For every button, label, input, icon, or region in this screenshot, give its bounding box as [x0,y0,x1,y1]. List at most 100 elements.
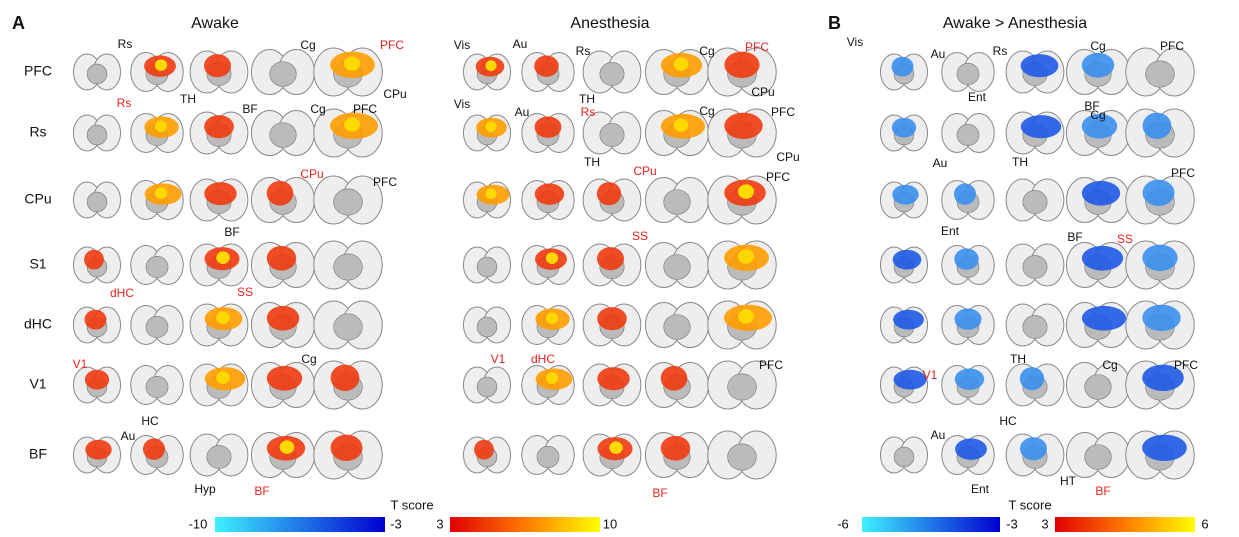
activation [1021,115,1062,138]
brain-slice [942,246,994,285]
slice-core [957,63,979,84]
activation [535,183,564,204]
region-annotation: Rs [581,105,596,119]
region-annotation: Ent [941,224,960,238]
brain-slice [942,366,994,405]
brain-slice [522,114,574,153]
region-annotation: Au [121,429,136,443]
region-annotation: SS [632,229,648,243]
activation [331,435,363,461]
region-annotation: HT [1060,474,1077,488]
brain-slice [583,364,641,406]
brain-slice [708,431,776,479]
brain-slice [314,109,382,157]
activation [85,370,109,390]
brain-slice [314,361,382,409]
activation-peak [486,60,497,71]
slice-core [894,447,914,467]
brain-slice [1066,433,1129,478]
region-annotation: Vis [454,97,470,111]
region-annotation: Au [931,47,946,61]
colorbar-title: T score [1008,497,1051,512]
colorbar-positive [450,517,600,532]
brain-slice [463,247,510,283]
condition-title: Awake [191,15,239,32]
region-annotation: Cg [300,38,315,52]
region-annotation: Vis [847,35,863,49]
brain-slice [880,54,927,90]
region-annotation: PFC [771,105,795,119]
brain-slice [251,433,314,478]
region-annotation: TH [180,92,196,106]
activation [534,55,559,76]
activation [1082,306,1126,331]
brain-slice [314,241,382,289]
brain-slice [1006,304,1064,346]
activation-peak [486,121,497,132]
activation-peak [546,372,558,384]
region-annotation: CPu [300,167,323,181]
slice-core [1085,375,1112,400]
activation [893,250,922,270]
activation-peak [155,187,167,199]
brain-slice [314,301,382,349]
brain-slice [645,433,708,478]
activation [535,116,562,137]
brain-slice [463,307,510,343]
region-annotation: Cg [310,102,325,116]
colorbar-tick: -3 [1006,516,1018,531]
region-annotation: Cg [301,352,316,366]
activation [474,440,494,460]
activation-peak [674,118,689,132]
slice-core [1023,255,1047,278]
brain-slice [583,244,641,286]
brain-slice [1126,176,1194,224]
activation [267,306,299,331]
region-annotation: TH [579,92,595,106]
region-annotation: BF [652,486,667,500]
brain-slice [583,304,641,346]
region-annotation: Cg [1102,358,1117,372]
brain-slice [131,246,183,285]
activation [661,436,691,461]
slice-core [1023,315,1047,338]
activation [1143,113,1172,139]
activation-peak [216,371,230,384]
activation [954,183,976,204]
slice-core [146,256,168,277]
activation [955,368,984,389]
colorbar-tick: -3 [390,516,402,531]
colorbar-tick: -10 [189,516,208,531]
colorbar-tick: 3 [1041,516,1048,531]
region-annotation: CPu [383,87,406,101]
brain-slice [1006,364,1064,406]
region-annotation: Cg [1090,39,1105,53]
activation [204,115,234,138]
brain-slice [522,366,574,405]
region-annotation: Rs [117,96,132,110]
activation [85,440,111,460]
slice-core [146,376,168,397]
brain-slice [880,307,927,343]
slice-core [664,190,691,215]
brain-slice [131,114,183,153]
slice-core [537,446,559,467]
brain-slice [73,54,120,90]
brain-slice [463,367,510,403]
brain-slice [1066,303,1129,348]
region-annotation: dHC [110,286,134,300]
slice-core [1023,190,1047,213]
brain-slice [131,181,183,220]
slice-core [146,316,168,337]
brain-slice [583,434,641,476]
brain-slice [190,364,248,406]
slice-core [334,189,363,215]
brain-slice [73,182,120,218]
region-annotation: CPu [633,164,656,178]
slice-core [87,64,107,84]
brain-slice [583,179,641,221]
region-annotation: Rs [118,37,133,51]
colorbar-tick: 3 [436,516,443,531]
slice-core [957,124,979,145]
brain-slice [1126,48,1194,96]
